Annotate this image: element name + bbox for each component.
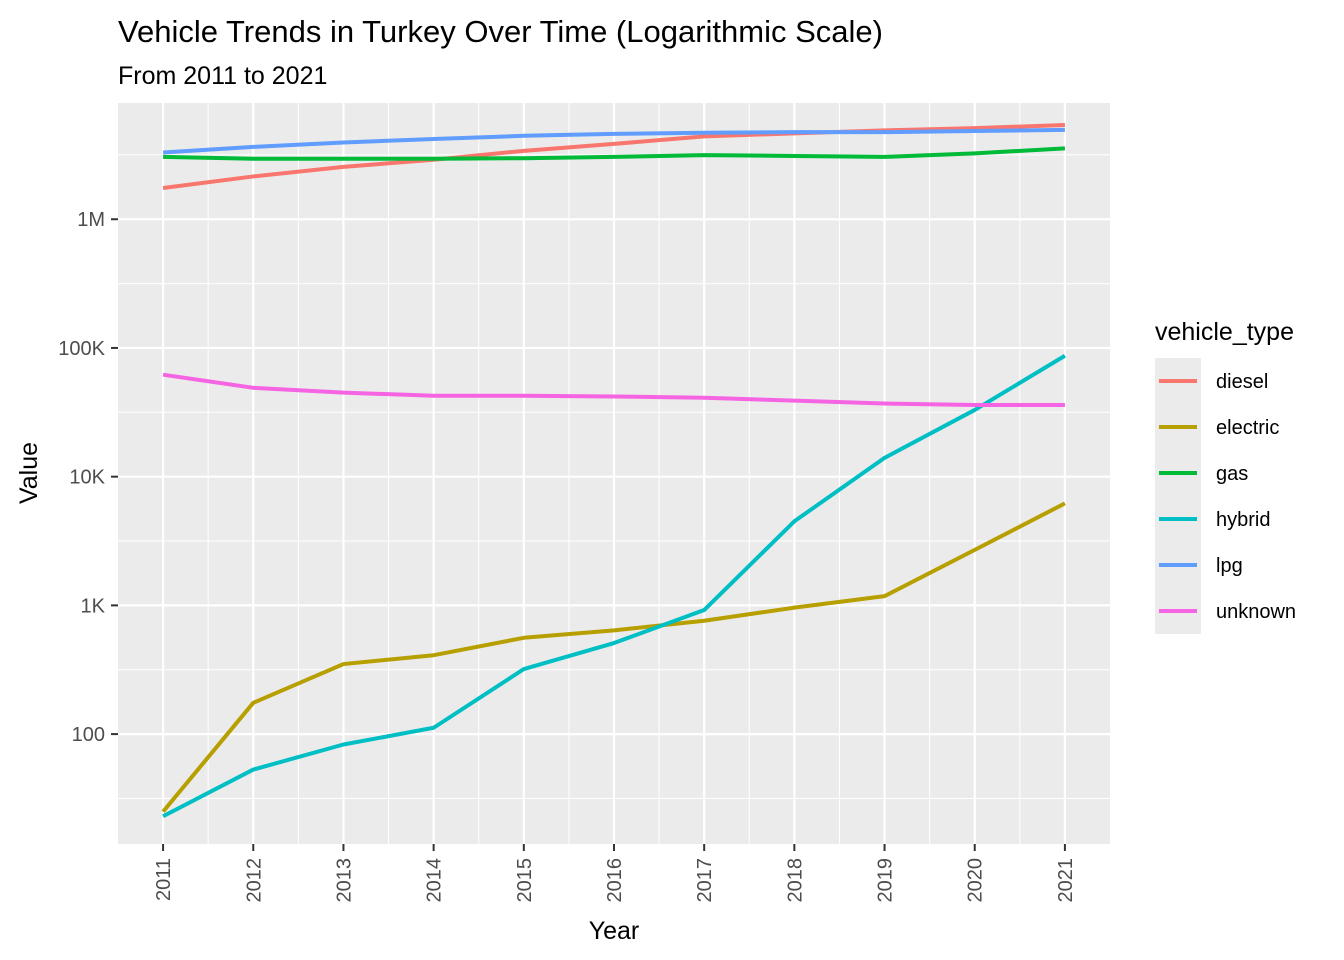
chart-subtitle: From 2011 to 2021: [118, 62, 327, 90]
series-line-hybrid: [162, 354, 1066, 819]
x-tick-label: 2014: [424, 858, 446, 903]
legend: vehicle_type diesel electric gas hybrid lpg u…: [1155, 318, 1296, 634]
legend-title: vehicle_type: [1155, 318, 1294, 346]
x-tick-label: 2016: [604, 858, 626, 903]
x-axis-title: Year: [589, 917, 640, 945]
legend-label-diesel: diesel: [1216, 371, 1268, 393]
y-axis: 100 1K 10K 100K 1M: [58, 209, 118, 746]
x-tick-label: 2020: [965, 858, 987, 903]
legend-key-background: [1155, 358, 1201, 634]
series-line-lpg: [162, 127, 1065, 155]
y-axis-title: Value: [15, 442, 43, 504]
x-tick-label: 2017: [694, 858, 716, 903]
legend-label-unknown: unknown: [1216, 601, 1296, 623]
grid-major-x: [161, 103, 1067, 844]
x-tick-label: 2011: [153, 858, 175, 901]
legend-label-lpg: lpg: [1216, 555, 1243, 577]
series-line-diesel: [162, 122, 1065, 190]
legend-items: diesel electric gas hybrid lpg unknown: [1155, 358, 1296, 634]
x-tick-label: 2018: [784, 858, 806, 903]
series-line-electric: [161, 501, 1066, 813]
grid-minor-x: [207, 103, 1021, 844]
y-tick-label: 1M: [77, 209, 105, 231]
y-tick-label: 10K: [69, 467, 105, 489]
x-tick-label: 2015: [514, 858, 536, 903]
x-tick-label: 2019: [875, 858, 897, 903]
x-tick-label: 2012: [243, 858, 265, 903]
legend-label-hybrid: hybrid: [1216, 509, 1270, 531]
y-tick-label: 100: [72, 724, 105, 746]
series-line-unknown: [162, 372, 1065, 408]
series-lines: [161, 122, 1066, 819]
y-tick-label: 100K: [58, 338, 105, 360]
legend-label-gas: gas: [1216, 463, 1248, 485]
grid-major-y: [118, 218, 1110, 736]
series-line-gas: [163, 146, 1066, 161]
legend-label-electric: electric: [1216, 417, 1279, 439]
chart-title: Vehicle Trends in Turkey Over Time (Loga…: [118, 14, 883, 49]
y-tick-label: 1K: [81, 595, 106, 617]
x-axis: 2011 2012 2013 2014 2015 2016 2017 2018 2019 2020…: [153, 844, 1077, 903]
x-tick-label: 2021: [1055, 858, 1077, 903]
x-tick-label: 2013: [333, 858, 355, 903]
